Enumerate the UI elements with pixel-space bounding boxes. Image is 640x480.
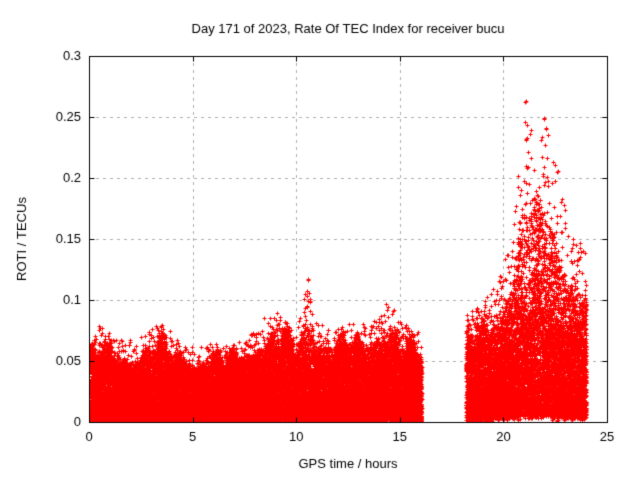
roti-scatter-plot — [0, 0, 640, 480]
chart-page — [0, 0, 640, 480]
